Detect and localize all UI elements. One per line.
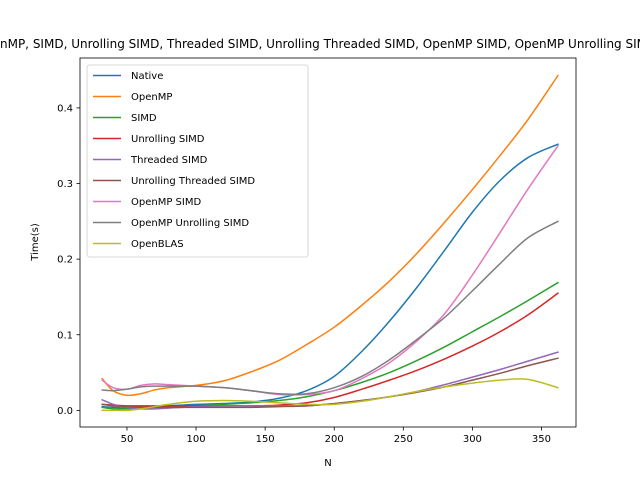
legend-label: OpenMP SIMD: [131, 197, 201, 208]
legend-label: SIMD: [131, 113, 157, 124]
legend-label: Unrolling SIMD: [131, 134, 205, 145]
plot-frame: [79, 57, 577, 428]
legend-box: [86, 64, 309, 258]
series-line-2: [101, 281, 559, 410]
x-tick-label: 150: [256, 434, 275, 445]
x-tick-label: 50: [121, 434, 134, 445]
y-tick-label: 0.2: [57, 255, 73, 266]
y-tick-label: 0.0: [57, 406, 73, 417]
y-tick-label: 0.4: [57, 103, 73, 114]
series-line-1: [101, 74, 559, 397]
x-tick-label: 200: [325, 434, 344, 445]
series-line-7: [101, 220, 559, 396]
series-line-8: [101, 378, 559, 412]
x-tick-label: 100: [187, 434, 206, 445]
legend-label: OpenBLAS: [131, 239, 184, 250]
legend-label: Threaded SIMD: [130, 155, 208, 166]
x-tick-label: 300: [463, 434, 482, 445]
chart-title: Native, OpenMP, SIMD, Unrolling SIMD, Th…: [0, 37, 640, 51]
x-tick-label: 350: [532, 434, 551, 445]
x-axis-label: N: [324, 458, 331, 469]
x-axis: 50 100 150 200 250 300 350: [121, 427, 551, 445]
y-tick-label: 0.3: [57, 179, 73, 190]
plot-lines: [101, 74, 559, 412]
legend: Native OpenMP SIMD Unrolling SIMD Threaded S…: [86, 64, 309, 258]
y-axis-label: Time(s): [30, 223, 41, 262]
y-tick-label: 0.1: [57, 330, 73, 341]
series-line-5: [101, 357, 559, 409]
y-axis: 0.0 0.1 0.2 0.3 0.4: [57, 103, 80, 417]
legend-label: Native: [131, 71, 163, 82]
legend-label: OpenMP Unrolling SIMD: [131, 218, 249, 229]
legend-label: OpenMP: [131, 92, 172, 103]
x-tick-label: 250: [394, 434, 413, 445]
legend-label: Unrolling Threaded SIMD: [131, 176, 255, 187]
